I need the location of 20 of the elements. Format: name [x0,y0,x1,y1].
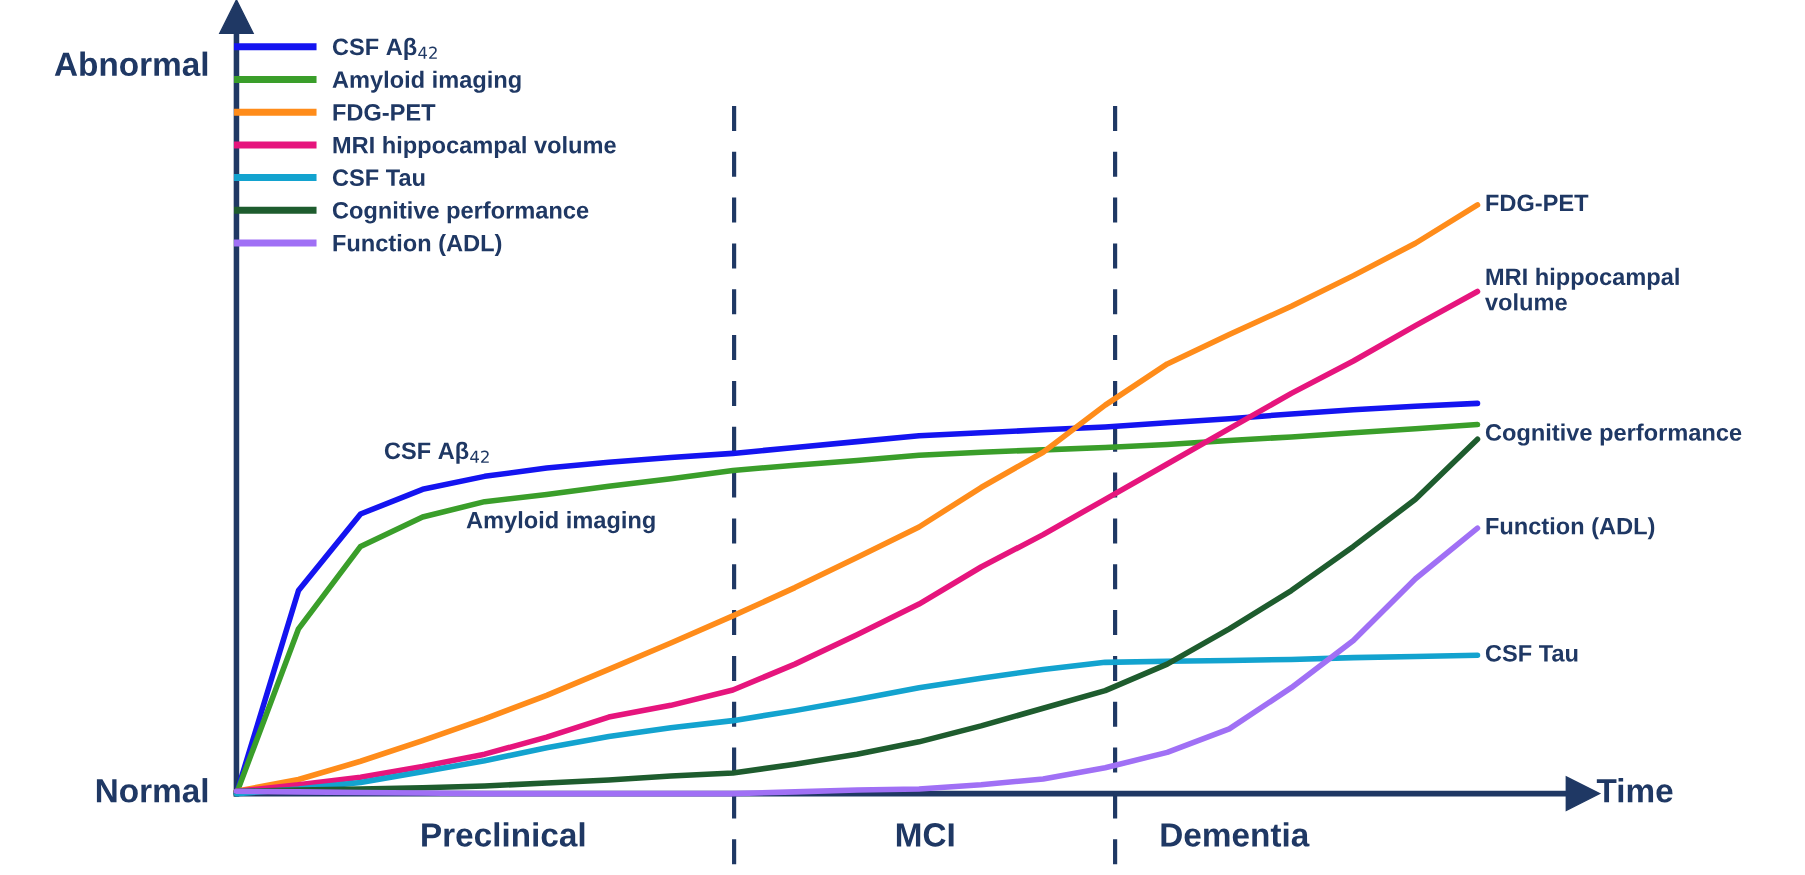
legend-label: Cognitive performance [332,201,589,224]
legend-label: CSF Tau [332,169,425,187]
legend-label: MRI hippocampal volume [333,136,616,159]
legend-label: Function (ADL) [333,234,502,257]
legend-label: CSF Aβ$_{42}$ [332,37,437,60]
annotation: Normal [96,778,208,803]
annotation: Cognitive performance [1485,423,1742,446]
text: Abnormal [54,51,208,77]
text: MCI [896,823,954,847]
annotation: Function (ADL) [1486,517,1655,540]
legend-label: FDG-PET [333,104,436,121]
text: Preclinical [422,822,585,847]
x-axis-title: Time [1596,778,1673,803]
annotation: CSF Tau [1485,644,1578,662]
annotation: CSF Aβ$_{42}$ [384,441,489,464]
annotation: FDG-PET [1486,194,1589,212]
legend-label: Amyloid imaging [332,70,521,93]
annotation: MRI hippocampal volume [1485,267,1679,311]
annotation: Amyloid imaging [466,511,655,534]
text: Dementia [1161,822,1310,847]
